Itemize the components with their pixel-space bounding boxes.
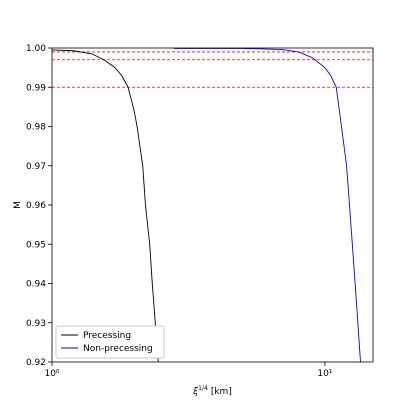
data-line <box>174 48 361 362</box>
x-axis-label: ξ1/4 [km] <box>192 385 232 397</box>
y-tick-label: 0.94 <box>26 280 46 290</box>
x-tick-label: 10¹ <box>317 369 332 379</box>
y-tick-label: 0.93 <box>26 319 46 329</box>
y-axis-label: M <box>13 201 23 209</box>
data-line <box>52 49 159 362</box>
x-label-unit: [km] <box>211 387 232 397</box>
y-tick-label: 0.95 <box>26 240 46 250</box>
legend-box <box>55 325 165 359</box>
y-tick-label: 0.99 <box>26 83 46 93</box>
y-tick-label: 0.98 <box>26 123 46 133</box>
legend-label: Non-precessing <box>83 344 153 354</box>
x-tick-label: 10⁰ <box>44 369 59 379</box>
legend-label: Precessing <box>83 331 131 341</box>
y-tick-label: 0.92 <box>26 358 46 368</box>
x-label-power: 1/4 <box>198 385 208 392</box>
y-tick-label: 0.96 <box>26 201 46 211</box>
x-label-symbol: ξ <box>192 387 199 397</box>
y-tick-label: 0.97 <box>26 162 46 172</box>
y-tick-label: 1.00 <box>26 44 46 54</box>
plot-frame <box>51 47 374 363</box>
